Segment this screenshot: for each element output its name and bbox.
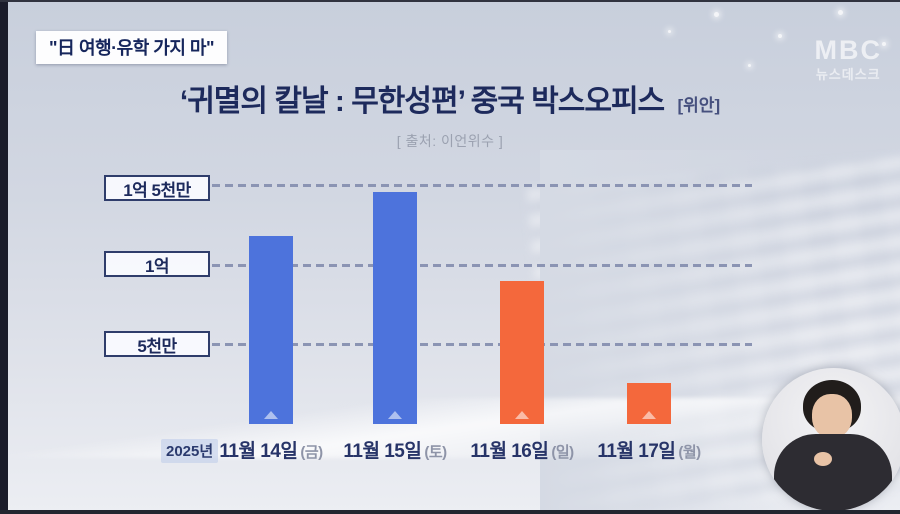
sparkle-light <box>778 34 782 38</box>
chart-source: [ 출처: 이언위수 ] <box>396 133 504 149</box>
chart-unit-label: [위안] <box>677 96 721 115</box>
interpreter-face <box>812 394 852 438</box>
y-axis-label-50m: 5천만 <box>104 331 210 357</box>
frame-edge-top <box>0 0 900 2</box>
date-text: 11월 14일 <box>219 441 298 462</box>
sparkle-light <box>748 64 751 67</box>
date-text: 11월 15일 <box>343 441 422 462</box>
date-text: 11월 16일 <box>470 441 549 462</box>
y-axis-label-100m: 1억 <box>104 251 210 277</box>
gridline-50m <box>212 343 752 346</box>
bar-base-arrow-icon <box>515 411 529 419</box>
weekday-text: (일) <box>551 444 574 461</box>
gridline-100m <box>212 264 752 267</box>
weekday-text: (월) <box>678 444 701 461</box>
chart-title-text: ‘귀멸의 칼날 : 무한성편’ 중국 박스오피스 <box>179 85 665 118</box>
bar-nov-15 <box>373 192 417 424</box>
x-axis-label-nov-14: 11월 14일 (금) <box>181 436 361 463</box>
x-axis-label-nov-15: 11월 15일 (토) <box>305 436 485 463</box>
frame-edge-left <box>0 0 8 514</box>
channel-watermark: MBC 뉴스데스크 <box>814 35 883 82</box>
headline-badge: "日 여행·유학 가지 마" <box>36 31 227 64</box>
x-axis-year-label: 2025년 <box>161 439 219 463</box>
sign-language-interpreter <box>762 368 900 511</box>
bar-base-arrow-icon <box>642 411 656 419</box>
bar-nov-17 <box>627 383 671 424</box>
bar-nov-14 <box>249 236 293 424</box>
newsdesk-label: 뉴스데스크 <box>815 66 881 82</box>
x-axis-label-nov-16: 11월 16일 (일) <box>432 436 612 463</box>
floor-highlight-band <box>0 398 900 458</box>
sparkle-light <box>838 10 843 15</box>
mbc-logo: MBC <box>814 35 882 65</box>
bar-base-arrow-icon <box>264 411 278 419</box>
sparkle-light <box>668 30 671 33</box>
date-text: 11월 17일 <box>597 441 676 462</box>
gridline-150m <box>212 184 752 187</box>
interpreter-hand <box>814 452 832 466</box>
frame-edge-bottom <box>0 510 900 514</box>
sparkle-light <box>882 42 886 46</box>
interpreter-suit <box>774 434 892 511</box>
y-axis-label-150m: 1억 5천만 <box>104 175 210 201</box>
x-axis-label-nov-17: 11월 17일 (월) <box>559 436 739 463</box>
weekday-text: (토) <box>424 444 447 461</box>
weekday-text: (금) <box>300 444 323 461</box>
chart-title: ‘귀멸의 칼날 : 무한성편’ 중국 박스오피스 [위안] <box>0 76 900 120</box>
sparkle-light <box>714 12 719 17</box>
bar-nov-16 <box>500 281 544 424</box>
bar-base-arrow-icon <box>388 411 402 419</box>
